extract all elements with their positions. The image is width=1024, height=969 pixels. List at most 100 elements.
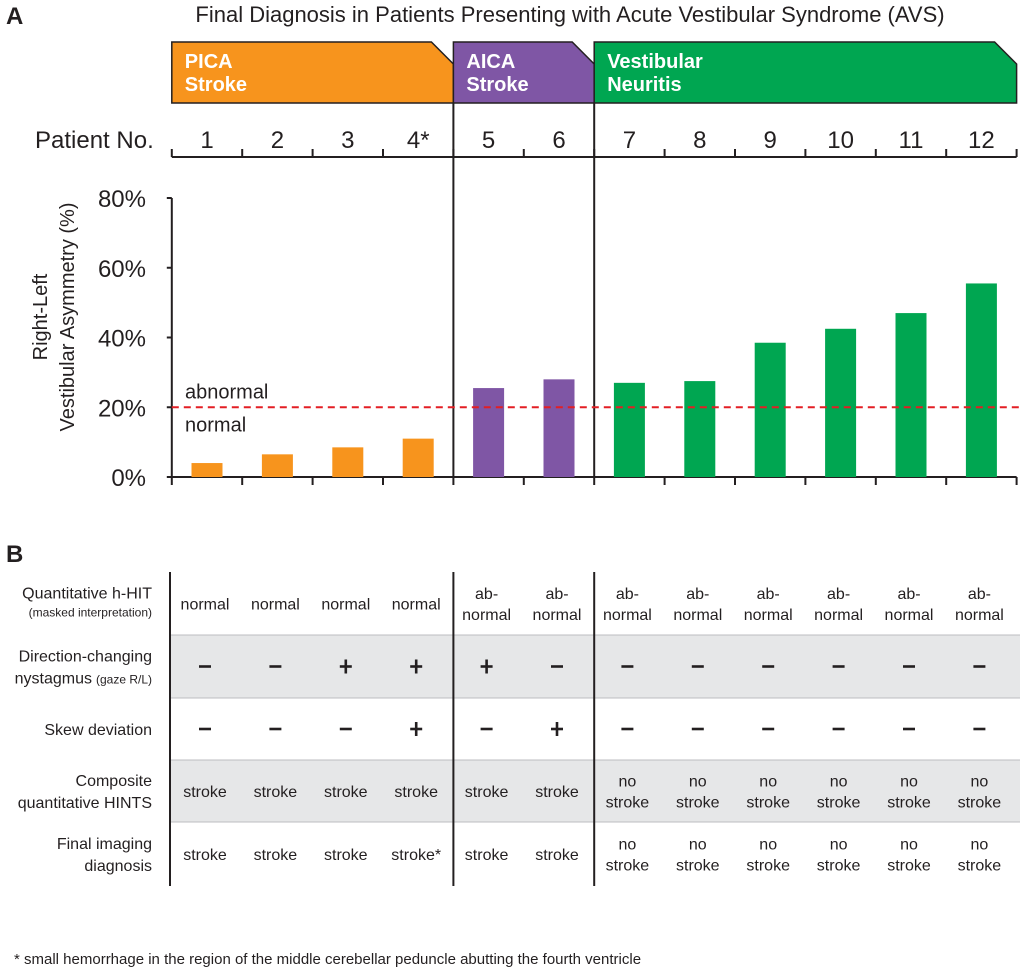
patient-number-label: 3 (341, 127, 354, 154)
bars (191, 283, 997, 477)
table-cell: stroke (324, 847, 368, 864)
table-cell: ab- (968, 586, 991, 603)
table-row-label: diagnosis (84, 858, 152, 875)
table-cell: normal (462, 607, 511, 624)
minus-sign: - (973, 665, 986, 668)
table-cell: stroke (183, 784, 227, 801)
table-cell: normal (533, 607, 582, 624)
bar-patient-1 (191, 463, 223, 477)
table-cell: stroke (676, 795, 720, 812)
patient-number-label: 2 (271, 127, 284, 154)
group-banner-label: PICA (185, 51, 233, 73)
plus-sign: + (339, 659, 352, 674)
table-cell: stroke (817, 858, 861, 875)
group-banner-label: Stroke (185, 74, 247, 96)
table-cell: stroke (887, 858, 931, 875)
y-axis-label-line: Right-Left (30, 273, 52, 360)
plus-sign: + (410, 722, 423, 736)
table-cell: ab- (545, 586, 568, 603)
group-banner-label: AICA (466, 51, 515, 73)
y-tick-label: 20% (98, 395, 146, 422)
hints-table: Quantitative h-HIT (masked interpretation… (15, 572, 1020, 886)
y-axis: 0% 20% 40% 60% 80% (98, 186, 173, 492)
bar-patient-6 (543, 379, 575, 477)
group-banner-shape (452, 41, 595, 104)
table-row-label: Final imaging (57, 836, 152, 853)
patient-number-label: 9 (764, 127, 777, 154)
minus-sign: - (903, 665, 915, 668)
minus-sign: - (832, 665, 845, 668)
table-cell: no (619, 774, 637, 791)
patient-no-header: Patient No. (35, 127, 154, 154)
threshold-line: abnormal normal (171, 381, 1020, 436)
table-cell: ab- (827, 586, 850, 603)
chart-title: Final Diagnosis in Patients Presenting w… (195, 2, 944, 27)
minus-sign: - (199, 665, 211, 668)
table-cell: stroke (394, 784, 438, 801)
table-cell: stroke (817, 795, 861, 812)
bar-patient-12 (965, 283, 997, 477)
bar-patient-8 (684, 381, 716, 477)
minus-sign: - (269, 727, 282, 731)
table-row-label: nystagmus (gaze R/L) (15, 671, 152, 688)
table-row: Direction-changing nystagmus(gaze R/L) - - +… (15, 634, 1020, 698)
minus-sign: - (903, 727, 915, 731)
minus-sign: - (621, 727, 634, 731)
bar-patient-5 (473, 388, 505, 477)
table-cell: normal (814, 607, 863, 624)
footnote: * small hemorrhage in the region of the … (14, 951, 641, 968)
patient-number-label: 10 (827, 127, 854, 154)
table-cell: no (971, 774, 989, 791)
y-tick-label: 60% (98, 256, 146, 283)
table-cell: normal (673, 607, 722, 624)
table-cell: normal (744, 607, 793, 624)
table-cell: stroke (535, 784, 579, 801)
minus-sign: - (199, 727, 211, 731)
table-cell: ab- (757, 586, 780, 603)
table-cell: normal (885, 607, 934, 624)
minus-sign: - (480, 727, 493, 731)
table-cell: stroke (183, 847, 227, 864)
table-cell: stroke (465, 784, 509, 801)
plus-sign: + (410, 659, 423, 674)
minus-sign: - (339, 727, 352, 731)
bar-patient-11 (895, 313, 927, 477)
table-cell: no (689, 837, 707, 854)
table-row: Final imaging diagnosis stroke stroke stroke… (57, 821, 1020, 875)
patient-number-label: 5 (482, 127, 495, 154)
patient-number-label: 8 (693, 127, 706, 154)
minus-sign: - (691, 727, 704, 731)
plus-sign: + (551, 722, 563, 736)
minus-sign: - (691, 665, 704, 668)
bar-patient-9 (754, 342, 786, 477)
table-row-sublabel: (masked interpretation) (29, 606, 152, 620)
minus-sign: - (762, 665, 775, 668)
y-tick-label: 80% (98, 186, 146, 213)
threshold-label-above: abnormal (185, 381, 268, 403)
table-cell: stroke* (391, 847, 441, 864)
minus-sign: - (551, 665, 563, 668)
patient-number-label: 6 (552, 127, 565, 154)
bar-patient-2 (261, 454, 293, 477)
table-cell: stroke (465, 847, 509, 864)
table-cell: stroke (535, 847, 579, 864)
table-cell: no (971, 837, 989, 854)
threshold-label-below: normal (185, 414, 246, 436)
table-cell: no (900, 774, 918, 791)
bar-chart: Right-Left Vestibular Asymmetry (%) 0%20%… (30, 103, 1020, 492)
table-cell: stroke (676, 858, 720, 875)
table-cell: no (689, 774, 707, 791)
table-cell: stroke (887, 795, 931, 812)
patient-number-label: 7 (623, 127, 636, 154)
table-cell: no (759, 774, 777, 791)
table-cell: normal (392, 597, 441, 614)
table-cell: no (900, 837, 918, 854)
bar-patient-3 (332, 447, 364, 477)
y-axis-label: Right-Left Vestibular Asymmetry (%) (30, 203, 79, 432)
table-cell: no (830, 774, 848, 791)
y-tick-label: 40% (98, 326, 146, 353)
minus-sign: - (269, 665, 282, 668)
